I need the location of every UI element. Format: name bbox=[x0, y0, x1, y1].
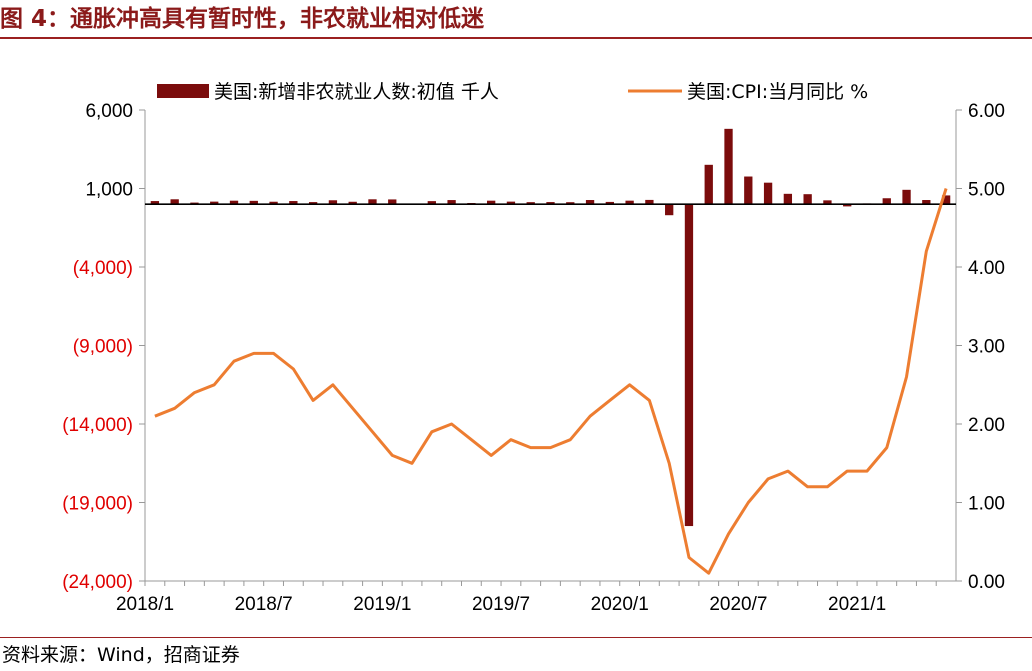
source-note: 资料来源：Wind，招商证券 bbox=[2, 644, 240, 666]
bar-2019/12 bbox=[605, 201, 614, 205]
chart: 美国:新增非农就业人数:初值 千人 美国:CPI:当月同比 % 6,000 1,0… bbox=[62, 81, 1005, 615]
legend-label-bar: 美国:新增非农就业人数:初值 千人 bbox=[214, 81, 499, 103]
bar-2018/2 bbox=[170, 199, 179, 205]
bar-2018/1 bbox=[150, 201, 160, 205]
bar-2019/3 bbox=[427, 201, 436, 205]
bar-2021/4 bbox=[922, 200, 931, 205]
right-tick-label: 5.00 bbox=[968, 180, 1005, 201]
bar-2018/5 bbox=[229, 200, 239, 205]
left-tick-label: 6,000 bbox=[85, 101, 133, 122]
x-axis-ticks: 2018/1 2018/7 2019/1 2019/7 2020/1 2020/7 2021… bbox=[116, 594, 886, 615]
bar-2019/10 bbox=[566, 202, 575, 205]
bar-2020/3 bbox=[665, 204, 674, 216]
bar-2018/11 bbox=[348, 201, 357, 205]
bar-2020/5 bbox=[704, 164, 713, 205]
bar-2021/2 bbox=[882, 198, 891, 205]
bar-2020/2 bbox=[645, 199, 654, 205]
x-tick-label: 2020/1 bbox=[591, 594, 649, 615]
figure-title: 图 4：通胀冲高具有暂时性，非农就业相对低迷 bbox=[0, 6, 485, 32]
bar-2020/7 bbox=[744, 176, 753, 205]
title-rule bbox=[0, 37, 1032, 39]
left-tick-label: (19,000) bbox=[62, 494, 133, 515]
bar-2019/1 bbox=[388, 199, 397, 205]
bar-2019/8 bbox=[526, 202, 535, 205]
right-tick-label: 3.00 bbox=[968, 337, 1005, 358]
bar-2018/9 bbox=[308, 202, 318, 205]
line-series bbox=[154, 188, 948, 575]
bar-2020/9 bbox=[783, 193, 793, 205]
bar-2020/6 bbox=[724, 128, 733, 205]
bar-2018/6 bbox=[249, 200, 258, 205]
bar-2020/8 bbox=[763, 182, 773, 205]
right-axis-ticks: 6.00 5.00 4.00 3.00 2.00 1.00 0.00 bbox=[968, 101, 1005, 593]
right-tick-label: 2.00 bbox=[968, 415, 1005, 436]
bar-2020/4 bbox=[684, 204, 694, 527]
left-tick-label: 1,000 bbox=[85, 180, 133, 201]
axes bbox=[139, 109, 962, 586]
left-tick-label: (9,000) bbox=[73, 337, 133, 358]
left-tick-label: (24,000) bbox=[62, 572, 133, 593]
bar-series bbox=[150, 128, 951, 527]
bar-2019/11 bbox=[585, 200, 595, 205]
right-tick-label: 1.00 bbox=[968, 494, 1005, 515]
bar-2018/10 bbox=[328, 200, 338, 205]
bar-2018/12 bbox=[368, 199, 377, 205]
legend: 美国:新增非农就业人数:初值 千人 美国:CPI:当月同比 % bbox=[157, 81, 868, 103]
bar-2020/10 bbox=[803, 194, 812, 205]
bar-2019/6 bbox=[487, 200, 496, 205]
x-tick-label: 2018/7 bbox=[235, 594, 293, 615]
bar-2018/3 bbox=[190, 202, 199, 205]
x-tick-label: 2021/1 bbox=[828, 594, 886, 615]
left-axis-ticks: 6,000 1,000 (4,000) (9,000) (14,000) (19,000)… bbox=[62, 101, 133, 593]
bar-2018/7 bbox=[269, 201, 278, 205]
cpi-line bbox=[154, 188, 948, 575]
bar-2021/3 bbox=[902, 189, 911, 205]
x-tick-label: 2019/1 bbox=[353, 594, 411, 615]
bar-2020/12 bbox=[843, 204, 852, 207]
source-rule bbox=[0, 637, 1032, 638]
left-tick-label: (14,000) bbox=[62, 415, 133, 436]
bar-2019/7 bbox=[506, 201, 516, 205]
bar-2020/1 bbox=[625, 200, 634, 205]
right-tick-label: 0.00 bbox=[968, 572, 1005, 593]
legend-label-line: 美国:CPI:当月同比 % bbox=[687, 81, 868, 103]
right-tick-label: 6.00 bbox=[968, 101, 1005, 122]
bar-2021/5 bbox=[941, 195, 951, 205]
bar-2020/11 bbox=[823, 200, 832, 205]
bar-2018/8 bbox=[289, 201, 298, 205]
bar-2019/4 bbox=[447, 200, 456, 205]
bar-2018/4 bbox=[210, 201, 219, 205]
legend-swatch-bar bbox=[157, 84, 209, 98]
left-tick-label: (4,000) bbox=[73, 258, 133, 279]
x-tick-label: 2019/7 bbox=[472, 594, 530, 615]
bar-2019/9 bbox=[546, 202, 555, 205]
x-tick-label: 2018/1 bbox=[116, 594, 174, 615]
right-tick-label: 4.00 bbox=[968, 258, 1005, 279]
x-tick-label: 2020/7 bbox=[709, 594, 767, 615]
